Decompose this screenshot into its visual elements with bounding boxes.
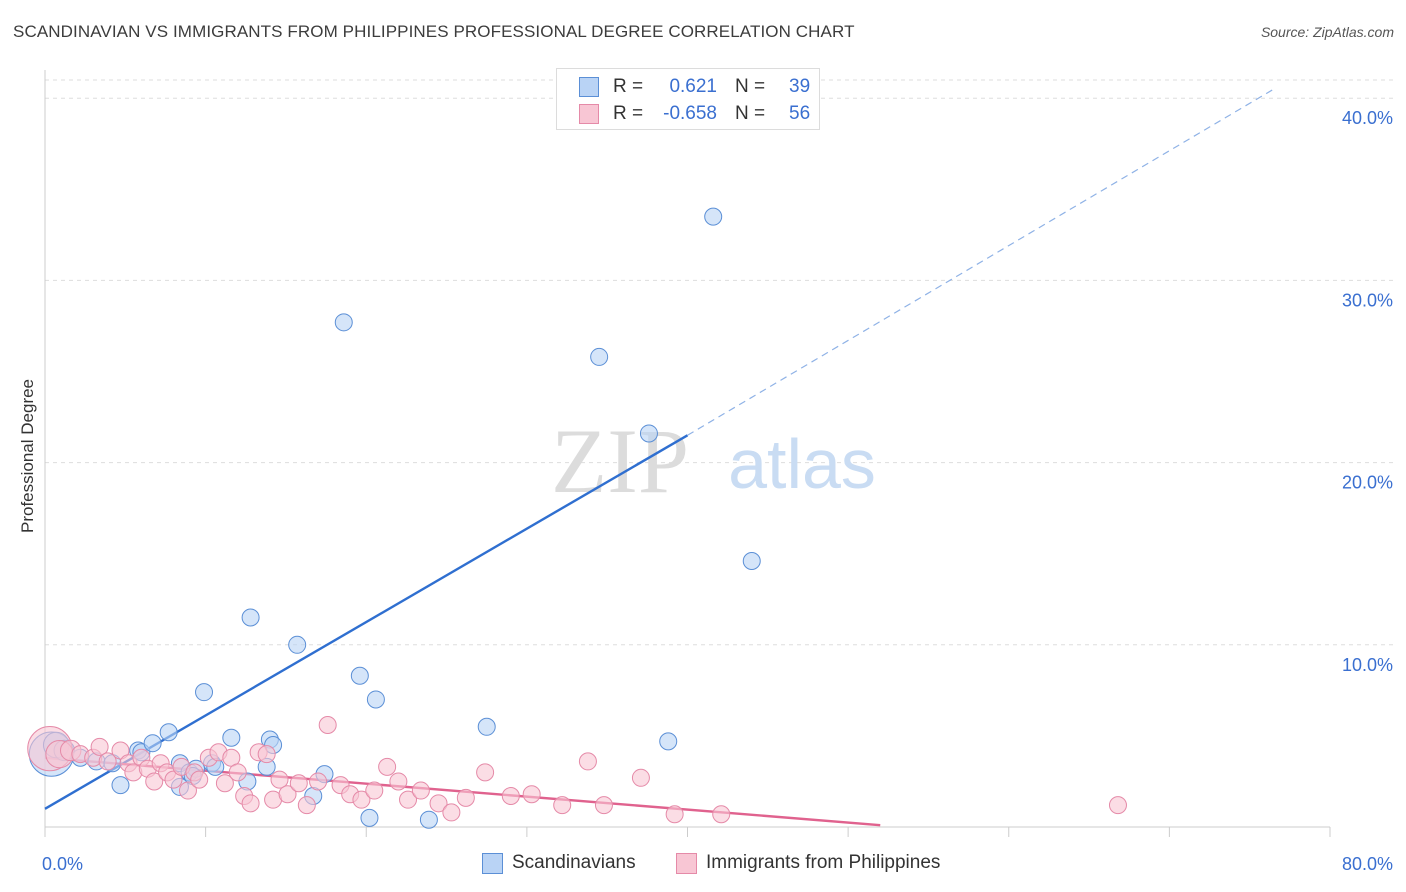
data-point: [215, 774, 234, 793]
data-point: [334, 313, 353, 332]
data-point: [578, 752, 597, 771]
data-point: [477, 717, 496, 736]
legend-r-label: R =: [613, 76, 644, 97]
bottom-legend-label: Scandinavians: [512, 852, 636, 873]
data-point: [360, 808, 379, 827]
bottom-legend-swatch-blue: [482, 853, 503, 874]
data-point: [297, 796, 316, 815]
legend-r-value: -0.658: [663, 103, 717, 124]
data-point: [631, 768, 650, 787]
watermark-atlas: atlas: [728, 425, 876, 503]
data-point: [522, 785, 541, 804]
data-point: [352, 790, 371, 809]
axes: [44, 70, 1331, 837]
data-point: [164, 770, 183, 789]
data-point: [1108, 796, 1127, 815]
data-point: [178, 781, 197, 800]
watermark: ZIP atlas: [551, 410, 876, 512]
data-point: [419, 810, 438, 829]
data-point: [399, 790, 418, 809]
data-points: [27, 207, 1127, 829]
data-point: [389, 772, 408, 791]
data-point: [241, 794, 260, 813]
bottom-legend-swatch-pink: [676, 853, 697, 874]
y-tick-label: 30.0%: [1342, 290, 1393, 310]
data-point: [590, 347, 609, 366]
data-point: [553, 796, 572, 815]
data-point: [159, 723, 178, 742]
data-point: [190, 770, 209, 789]
data-point: [309, 772, 328, 791]
legend-n-label: N =: [735, 103, 766, 124]
data-point: [98, 752, 117, 771]
legend-swatch-blue: [579, 77, 599, 97]
legend-swatch-pink: [579, 104, 599, 124]
x-tick-label: 80.0%: [1342, 854, 1393, 874]
data-point: [257, 745, 276, 764]
data-point: [241, 608, 260, 627]
legend-r-value: 0.621: [669, 76, 717, 97]
data-point: [145, 772, 164, 791]
y-tick-label: 40.0%: [1342, 108, 1393, 128]
data-point: [270, 770, 289, 789]
source-label: Source: ZipAtlas.com: [1260, 24, 1394, 40]
grid-lines: [45, 79, 1394, 646]
data-point: [594, 796, 613, 815]
data-point: [665, 805, 684, 824]
data-point: [90, 737, 109, 756]
y-tick-label: 10.0%: [1342, 655, 1393, 675]
data-point: [659, 732, 678, 751]
data-point: [501, 787, 520, 806]
data-point: [456, 788, 475, 807]
data-point: [742, 551, 761, 570]
data-point: [476, 763, 495, 782]
data-point: [278, 785, 297, 804]
trend-line-extension: [687, 88, 1275, 436]
tick-labels: 10.0% 20.0% 30.0% 40.0% 0.0% 80.0%: [42, 108, 1393, 874]
data-point: [228, 763, 247, 782]
legend-n-value: 39: [789, 76, 811, 97]
data-point: [195, 683, 214, 702]
data-point: [111, 741, 130, 760]
x-tick-label: 0.0%: [42, 854, 83, 874]
data-point: [365, 781, 384, 800]
data-point: [222, 728, 241, 747]
y-axis-label: Professional Degree: [18, 378, 37, 534]
bottom-legend-label: Immigrants from Philippines: [706, 852, 941, 873]
data-point: [143, 734, 162, 753]
legend-r-label: R =: [613, 103, 644, 124]
data-point: [712, 805, 731, 824]
data-point: [289, 774, 308, 793]
watermark-zip: ZIP: [551, 410, 689, 512]
data-point: [442, 803, 461, 822]
data-point: [111, 776, 130, 795]
data-point: [350, 666, 369, 685]
data-point: [639, 424, 658, 443]
correlation-legend: R = 0.621 N = 39 R = -0.658 N = 56: [556, 68, 820, 130]
data-point: [411, 781, 430, 800]
y-tick-label: 20.0%: [1342, 473, 1393, 493]
chart-title: SCANDINAVIAN VS IMMIGRANTS FROM PHILIPPI…: [13, 22, 855, 41]
data-point: [429, 794, 448, 813]
data-point: [318, 715, 337, 734]
data-point: [366, 690, 385, 709]
data-point: [704, 207, 723, 226]
legend-n-value: 56: [789, 103, 811, 124]
data-point: [288, 635, 307, 654]
data-point: [378, 757, 397, 776]
legend-n-label: N =: [735, 76, 766, 97]
